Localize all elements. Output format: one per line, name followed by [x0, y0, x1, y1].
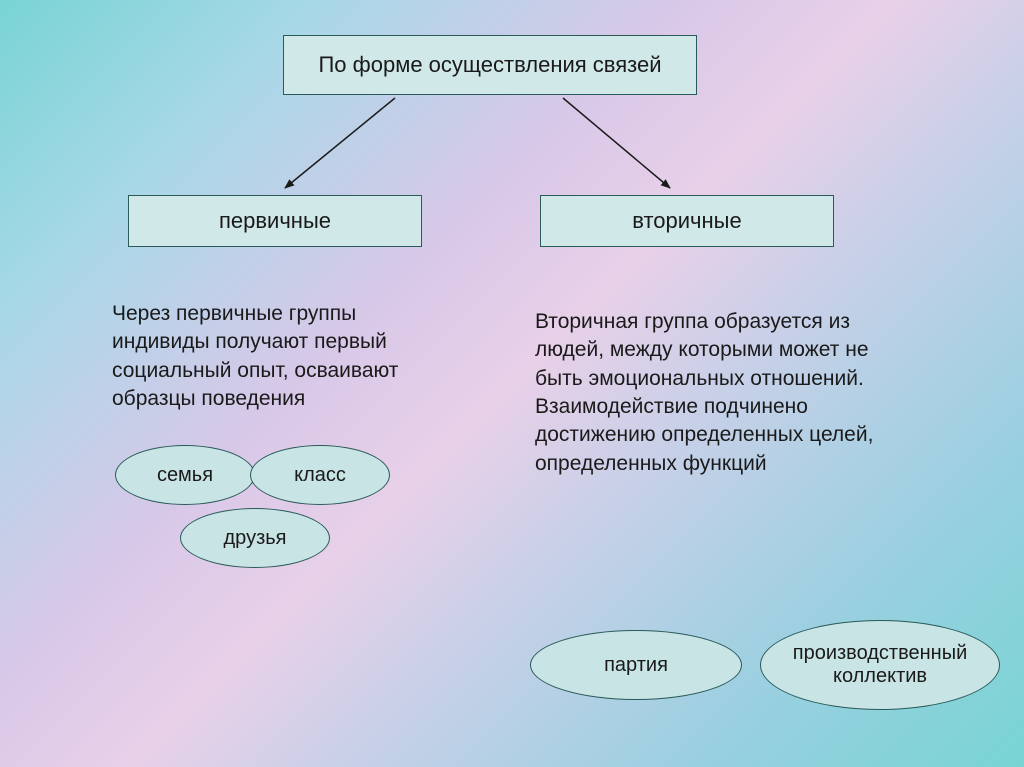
- secondary-description: Вторичная группа образуется из людей, ме…: [535, 308, 895, 478]
- party-label: партия: [604, 654, 668, 677]
- class-ellipse: класс: [250, 445, 390, 505]
- family-ellipse: семья: [115, 445, 255, 505]
- family-label: семья: [157, 464, 213, 487]
- collective-label: производственный коллектив: [765, 642, 995, 688]
- primary-description: Через первичные группы индивиды получают…: [112, 300, 442, 413]
- party-ellipse: партия: [530, 630, 742, 700]
- primary-box: первичные: [128, 195, 422, 247]
- secondary-box: вторичные: [540, 195, 834, 247]
- secondary-label: вторичные: [632, 208, 741, 234]
- friends-ellipse: друзья: [180, 508, 330, 568]
- collective-ellipse: производственный коллектив: [760, 620, 1000, 710]
- root-label: По форме осуществления связей: [318, 52, 661, 78]
- root-box: По форме осуществления связей: [283, 35, 697, 95]
- class-label: класс: [294, 464, 346, 487]
- friends-label: друзья: [224, 527, 287, 550]
- primary-label: первичные: [219, 208, 331, 234]
- diagram-canvas: По форме осуществления связей первичные …: [0, 0, 1024, 767]
